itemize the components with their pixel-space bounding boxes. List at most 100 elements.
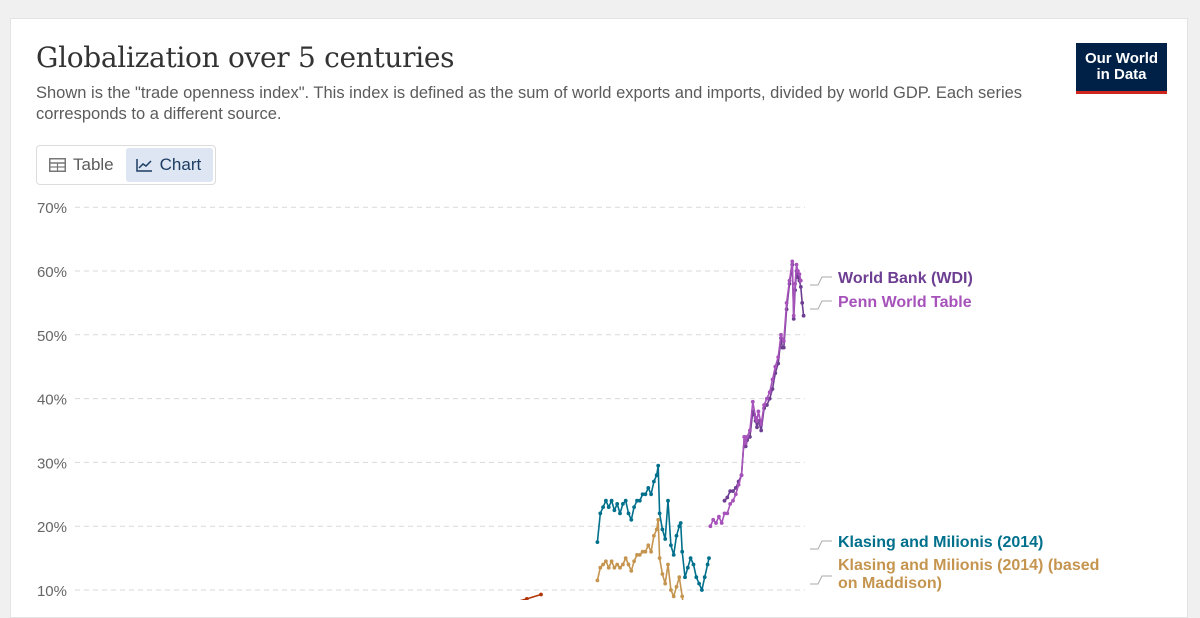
data-point [756,409,761,414]
data-point [791,313,796,318]
data-point [767,396,772,401]
data-point [753,415,758,420]
data-point [660,572,665,576]
data-point [652,533,656,538]
data-point [728,502,733,506]
data-point [694,575,699,580]
data-point [671,553,676,557]
data-point [598,511,603,516]
y-tick-label: 70% [37,200,67,217]
data-point [604,559,608,564]
data-point [632,559,636,564]
data-point [623,556,628,560]
data-point [728,489,733,493]
data-point [615,502,620,506]
data-point [604,498,608,503]
data-point [654,527,659,532]
tab-chart-label: Chart [159,155,202,174]
data-point [736,482,741,487]
data-point [677,575,682,580]
y-tick-label: 20% [37,519,67,536]
data-point [629,517,634,522]
tab-table[interactable]: Table [39,148,126,182]
data-point [640,492,645,497]
data-point [609,559,614,564]
data-point [707,556,711,560]
data-point [649,492,653,497]
data-point [595,540,600,544]
data-point [765,396,769,401]
series-line [596,464,710,591]
data-point [629,569,634,573]
data-point [787,278,792,283]
data-point [649,549,653,554]
data-point [612,508,617,513]
data-point [731,489,735,493]
label-connector [810,300,832,310]
line-chart-icon [135,159,152,172]
data-point [640,549,645,554]
data-point [801,313,806,318]
data-point [656,517,661,522]
data-point [524,597,529,600]
data-point [674,533,679,538]
data-point [680,594,685,599]
data-point [717,514,721,519]
data-point [798,285,803,289]
chart-subtitle: Shown is the "trade openness index". Thi… [36,84,1023,123]
data-point [666,498,670,503]
data-point [674,584,679,589]
chart-card: Globalization over 5 centuries Shown is … [10,18,1188,618]
data-point [606,565,611,570]
data-point [637,498,642,503]
tab-table-label: Table [73,155,114,174]
label-connector [810,540,832,550]
data-point [759,422,764,426]
chart-title: Globalization over 5 centuries [36,41,455,74]
data-point [683,575,687,580]
data-point [733,492,738,497]
data-point [652,479,656,484]
label-connector [810,276,832,286]
data-point [779,332,783,337]
data-point [748,435,752,439]
data-point [595,578,600,583]
data-point [635,553,639,557]
data-point [660,527,665,532]
data-point [755,425,759,430]
data-point [671,594,676,599]
data-point [680,549,685,554]
y-tick-label: 40% [37,392,67,409]
data-point [615,562,620,567]
data-point [797,272,802,277]
data-point [663,537,668,541]
data-point [688,556,693,560]
data-point [714,521,718,525]
data-point [677,524,682,529]
owid-logo[interactable]: Our World in Data [1076,43,1167,94]
data-point [743,441,748,446]
data-point [781,339,786,344]
data-point [770,377,775,382]
series-label: on Maddison) [838,575,942,592]
data-point [618,565,622,570]
data-point [632,505,636,509]
data-point [711,517,716,522]
series-line [723,263,805,502]
data-point [776,355,781,359]
data-point [739,473,744,478]
data-point [784,301,789,305]
y-tick-label: 50% [37,328,67,345]
chart-plot: 10% 20% 30% 40% 50% 60% 70% World Bank (WDI) Pen… [37,200,1099,600]
tab-chart[interactable]: Chart [125,148,214,182]
data-point [609,498,614,503]
data-point [745,435,749,439]
data-point [646,486,651,490]
data-point [762,403,766,407]
data-point [623,498,628,503]
y-tick-label: 60% [37,264,67,281]
label-connector [810,575,832,585]
data-point [621,502,625,506]
data-point [612,565,617,570]
data-point [770,387,775,391]
